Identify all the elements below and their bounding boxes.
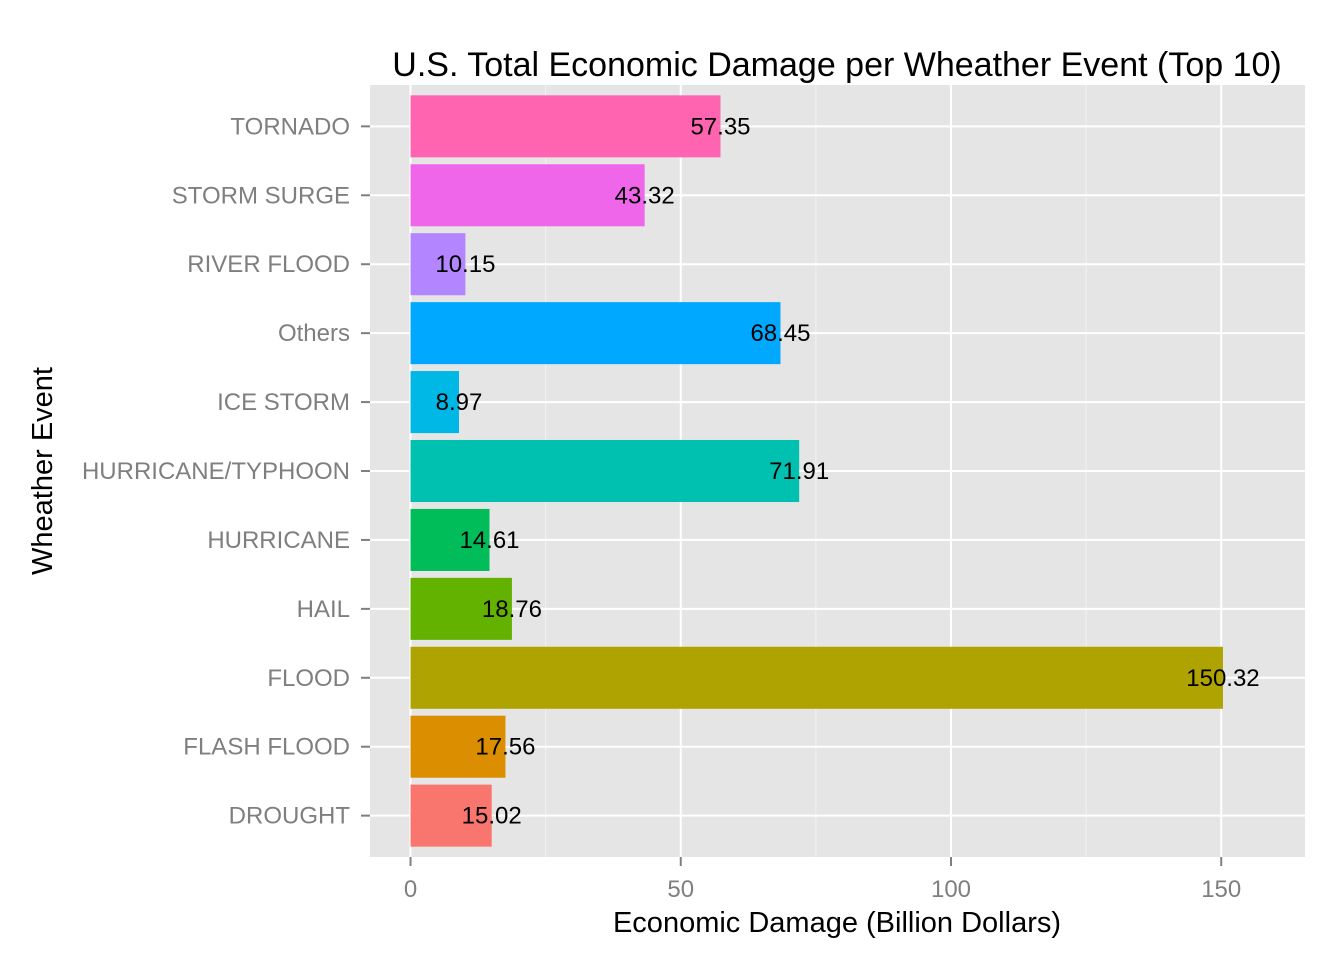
value-label: 68.45 xyxy=(750,320,810,347)
value-label: 43.32 xyxy=(615,182,675,209)
value-labels: 57.35 43.32 10.15 68.45 8.97 71.91 14.61 18.76 1… xyxy=(435,113,1259,829)
value-label: 10.15 xyxy=(435,251,495,278)
bar xyxy=(410,371,460,434)
bar xyxy=(410,715,506,778)
x-tick-label: 100 xyxy=(931,876,971,903)
value-label: 8.97 xyxy=(436,389,483,416)
bar xyxy=(410,439,800,503)
bar xyxy=(410,784,492,847)
bars xyxy=(410,95,1223,847)
y-tick-label: Others xyxy=(278,320,350,347)
bar xyxy=(410,577,512,640)
bar xyxy=(410,508,490,571)
value-label: 14.61 xyxy=(459,527,519,554)
y-tick-label: FLOOD xyxy=(267,665,350,692)
bar xyxy=(410,233,466,296)
bar xyxy=(410,302,781,365)
y-tick-label: ICE STORM xyxy=(217,389,350,416)
value-label: 57.35 xyxy=(690,113,750,140)
y-axis: TORNADO STORM SURGE RIVER FLOOD Others ICE S… xyxy=(82,113,370,830)
x-axis-title: Economic Damage (Billion Dollars) xyxy=(613,907,1061,939)
x-tick-label: 0 xyxy=(404,876,417,903)
x-tick-label: 150 xyxy=(1201,876,1241,903)
x-axis: 0 50 100 150 xyxy=(404,857,1241,903)
chart-title: U.S. Total Economic Damage per Wheather … xyxy=(392,46,1281,84)
value-label: 18.76 xyxy=(482,596,542,623)
value-label: 17.56 xyxy=(475,734,535,761)
y-axis-title: Wheather Event xyxy=(27,367,59,575)
bar xyxy=(410,95,721,158)
y-tick-label: STORM SURGE xyxy=(172,182,350,209)
y-tick-label: HAIL xyxy=(297,596,350,623)
y-tick-label: DROUGHT xyxy=(229,803,351,830)
y-tick-label: FLASH FLOOD xyxy=(183,734,350,761)
bar xyxy=(410,646,1223,709)
y-tick-label: HURRICANE/TYPHOON xyxy=(82,458,350,485)
value-label: 150.32 xyxy=(1186,665,1259,692)
value-label: 15.02 xyxy=(462,803,522,830)
bar xyxy=(410,164,645,227)
y-tick-label: HURRICANE xyxy=(207,527,350,554)
value-label: 71.91 xyxy=(769,458,829,485)
x-tick-label: 50 xyxy=(667,876,694,903)
y-tick-label: TORNADO xyxy=(230,113,350,140)
y-tick-label: RIVER FLOOD xyxy=(187,251,350,278)
